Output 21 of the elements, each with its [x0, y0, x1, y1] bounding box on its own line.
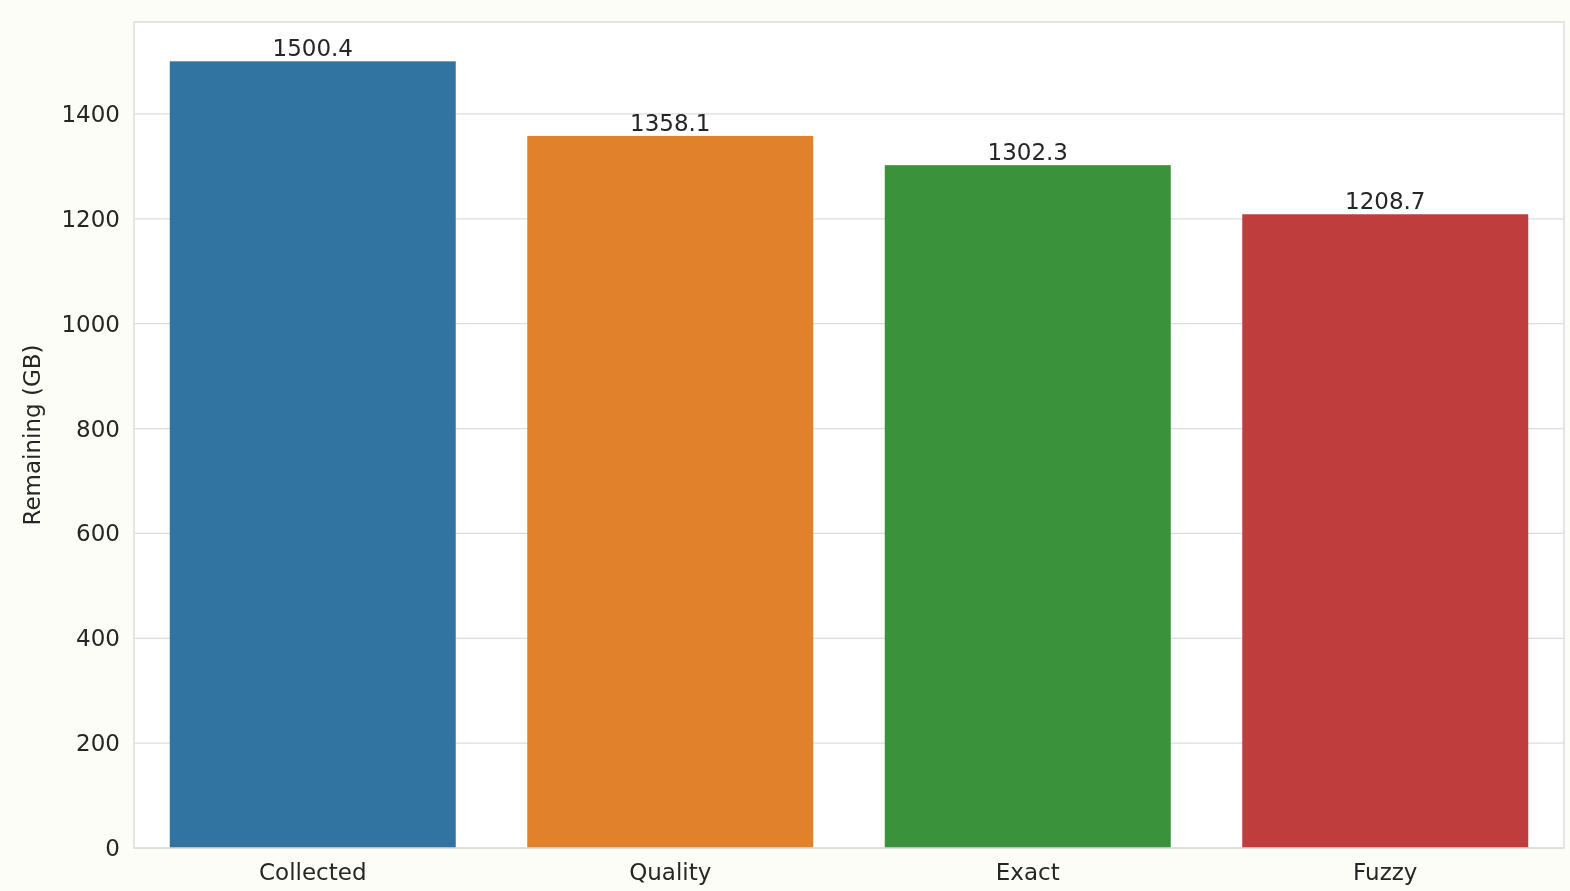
bar	[1242, 214, 1529, 848]
y-tick-label: 1400	[61, 101, 120, 128]
y-tick-label: 400	[76, 625, 120, 652]
bar	[527, 135, 814, 848]
data-label: 1358.1	[630, 109, 711, 136]
y-axis-title: Remaining (GB)	[19, 344, 45, 526]
data-label: 1500.4	[272, 35, 353, 62]
y-tick-label: 1000	[61, 310, 120, 337]
x-tick-label: Collected	[259, 859, 367, 885]
x-tick-label: Fuzzy	[1353, 859, 1418, 885]
y-tick-label: 800	[76, 415, 120, 442]
y-tick-label: 1200	[61, 205, 120, 232]
y-tick-label: 200	[76, 730, 120, 757]
y-tick-label: 600	[76, 520, 120, 547]
bar	[884, 165, 1171, 848]
bar	[169, 61, 456, 848]
x-tick-label: Quality	[629, 859, 712, 885]
y-tick-label: 0	[105, 835, 120, 862]
x-tick-label: Exact	[995, 859, 1060, 885]
data-label: 1302.3	[987, 139, 1068, 166]
data-label: 1208.7	[1345, 188, 1426, 215]
